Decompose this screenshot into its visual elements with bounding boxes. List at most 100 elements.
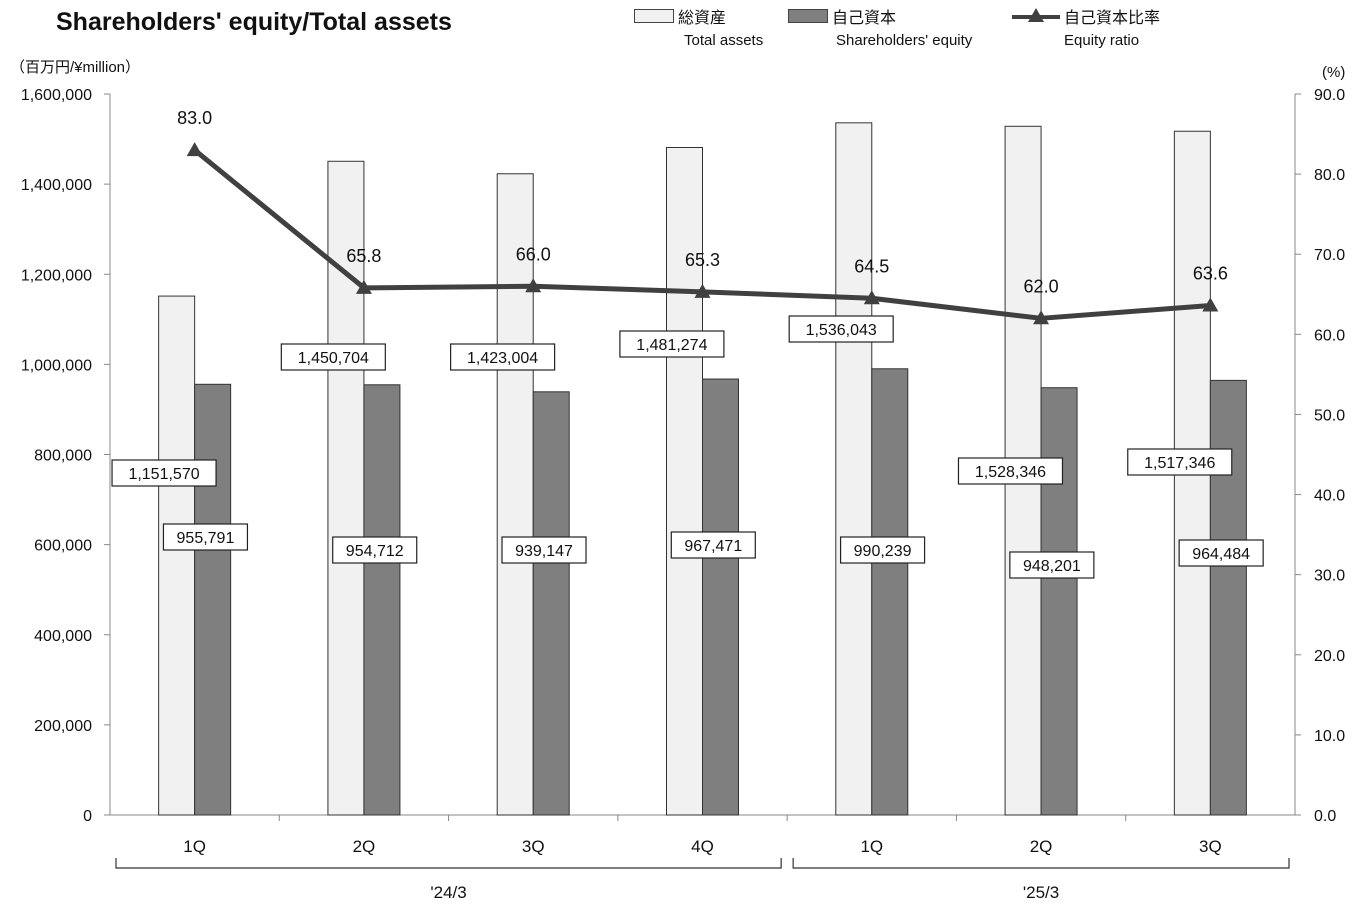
bar-equity [532,391,570,816]
data-label-equity-box [839,536,926,564]
right-axis-tick-label: 20.0 [1314,648,1345,665]
legend-en-label: Total assets [684,32,764,49]
left-axis-tick-label: 200,000 [34,718,92,735]
equity-ratio-marker [1033,310,1050,325]
legend-swatch-ratio [1012,8,1060,23]
right-axis-tick-label: 30.0 [1314,568,1345,585]
data-label-equity: 964,484 [1192,546,1250,563]
bar-equity [871,368,909,816]
data-label-total-assets-box [280,343,386,371]
legend-jp-label: 自己資本比率 [1064,10,1161,27]
legend-swatch-equity [788,9,828,23]
equity-ratio-marker [1202,297,1219,312]
data-label-equity-ratio: 65.3 [685,250,720,270]
data-label-total-assets: 1,151,570 [128,466,199,483]
left-axis-tick-label: 400,000 [34,628,92,645]
bar-total-assets [158,295,196,816]
data-label-equity: 939,147 [515,543,573,560]
left-axis-tick-label: 0 [83,808,92,825]
data-label-total-assets-box [619,330,725,358]
year-bracket [792,858,1290,869]
right-axis-tick-label: 10.0 [1314,728,1345,745]
data-label-total-assets-box [788,315,894,343]
bar-equity [194,383,232,816]
data-label-total-assets: 1,481,274 [636,337,707,354]
category-label: 1Q [183,837,206,856]
data-label-total-assets: 1,536,043 [806,322,877,339]
legend-swatch-total-assets [634,9,674,23]
bar-equity [702,378,739,816]
equity-ratio-marker [186,142,203,157]
data-label-total-assets-box [111,459,217,487]
data-label-equity-ratio: 83.0 [177,108,212,128]
bar-equity [1040,387,1078,816]
right-axis-tick-label: 40.0 [1314,488,1345,505]
left-axis-tick-label: 1,000,000 [21,357,92,374]
right-axis-tick-label: 50.0 [1314,407,1345,424]
legend-equity: 自己資本 Shareholders' equity [788,4,972,49]
data-label-equity-ratio: 65.8 [346,246,381,266]
left-axis-unit: （百万円/¥million） [10,59,141,76]
data-label-equity: 967,471 [684,538,742,555]
legend-total-assets: 総資産 Total assets [634,4,763,49]
right-axis-tick-label: 90.0 [1314,87,1345,104]
equity-ratio-marker [863,290,880,305]
data-label-equity: 948,201 [1023,558,1081,575]
left-axis-tick-label: 600,000 [34,538,92,555]
data-label-equity-box [332,536,418,564]
bar-equity [1209,379,1247,816]
data-label-total-assets: 1,528,346 [975,464,1046,481]
data-label-equity-box [501,536,587,564]
data-label-equity: 955,791 [177,530,235,547]
equity-ratio-marker [355,279,372,294]
data-label-total-assets-box [450,343,556,371]
data-label-equity-ratio: 64.5 [854,256,889,276]
category-label: 2Q [353,837,376,856]
data-label-equity-ratio: 62.0 [1024,276,1059,296]
data-label-equity: 954,712 [346,543,404,560]
bar-total-assets [496,173,534,816]
data-label-total-assets: 1,450,704 [298,350,369,367]
right-axis-tick-label: 0.0 [1314,808,1336,825]
data-label-equity-box [162,523,249,551]
data-label-total-assets: 1,423,004 [467,350,538,367]
legend-en-label: Shareholders' equity [836,32,973,49]
bar-equity [363,384,401,816]
right-axis-tick-label: 60.0 [1314,327,1345,344]
left-axis-tick-label: 1,400,000 [21,177,92,194]
data-label-equity-ratio: 66.0 [516,244,551,264]
right-axis-tick-label: 70.0 [1314,247,1345,264]
bar-total-assets [666,147,703,816]
bar-total-assets [835,122,873,816]
right-axis-unit: (%) [1322,64,1346,81]
data-label-equity: 990,239 [854,543,912,560]
year-group-label: '24/3 [430,883,466,902]
equity-ratio-marker [694,283,711,298]
category-label: 3Q [1199,837,1222,856]
data-label-equity-box [1178,539,1264,567]
equity-ratio-marker [525,278,542,293]
category-label: 2Q [1030,837,1053,856]
year-bracket [115,858,782,869]
data-label-equity-ratio: 63.6 [1193,263,1228,283]
right-axis-tick-label: 80.0 [1314,167,1345,184]
category-label: 4Q [691,837,714,856]
year-group-label: '25/3 [1023,883,1059,902]
data-label-equity-box [1009,551,1095,579]
chart-title: Shareholders' equity/Total assets [56,8,452,36]
category-label: 3Q [522,837,545,856]
data-label-total-assets: 1,517,346 [1144,455,1215,472]
legend-equity-ratio: 自己資本比率 Equity ratio [1012,4,1160,49]
left-axis-tick-label: 800,000 [34,448,92,465]
legend-jp-label: 自己資本 [832,10,897,27]
legend-en-label: Equity ratio [1064,32,1140,49]
legend-jp-label: 総資産 [678,10,727,27]
left-axis-tick-label: 1,200,000 [21,267,92,284]
data-label-total-assets-box [1127,448,1233,476]
data-label-equity-box [670,531,756,559]
category-label: 1Q [860,837,883,856]
left-axis-tick-label: 1,600,000 [21,87,92,104]
data-label-total-assets-box [957,457,1064,485]
